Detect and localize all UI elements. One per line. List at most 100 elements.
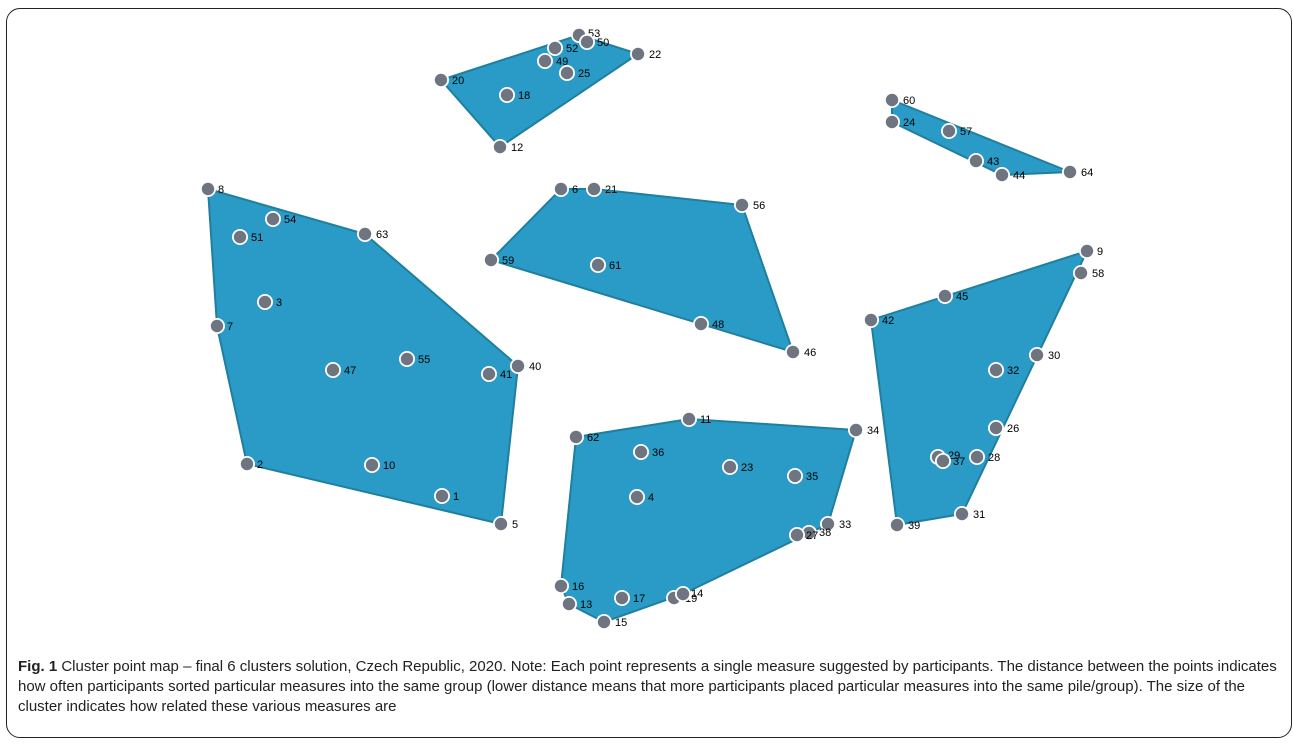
- point-23: 23: [722, 459, 753, 475]
- point-marker: [1030, 348, 1044, 362]
- point-39: 39: [889, 517, 920, 533]
- point-label: 14: [691, 588, 703, 600]
- point-52: 52: [547, 40, 578, 56]
- point-label: 60: [903, 95, 915, 107]
- point-59: 59: [483, 252, 514, 268]
- point-6: 6: [553, 181, 578, 197]
- point-label: 11: [700, 414, 711, 426]
- point-28: 28: [969, 449, 1000, 465]
- point-label: 24: [903, 117, 915, 129]
- point-40: 40: [510, 358, 541, 374]
- point-13: 13: [561, 596, 592, 612]
- point-marker: [995, 168, 1009, 182]
- point-label: 1: [453, 491, 459, 503]
- point-7: 7: [209, 318, 233, 334]
- point-48: 48: [693, 316, 724, 332]
- point-label: 25: [578, 68, 590, 80]
- point-label: 58: [1092, 268, 1104, 280]
- point-label: 2: [257, 459, 263, 471]
- point-marker: [989, 363, 1003, 377]
- point-label: 16: [572, 581, 584, 593]
- point-45: 45: [937, 288, 968, 304]
- point-4: 4: [629, 489, 654, 505]
- point-marker: [240, 457, 254, 471]
- point-label: 27: [806, 530, 818, 542]
- point-label: 4: [648, 492, 654, 504]
- point-marker: [210, 319, 224, 333]
- point-label: 41: [500, 369, 512, 381]
- point-60: 60: [884, 92, 915, 108]
- point-marker: [969, 154, 983, 168]
- point-label: 5: [512, 519, 518, 531]
- point-1: 1: [434, 488, 459, 504]
- point-label: 36: [652, 447, 664, 459]
- point-marker: [864, 313, 878, 327]
- point-8: 8: [200, 181, 224, 197]
- point-14: 14: [675, 586, 703, 602]
- point-5: 5: [493, 516, 518, 532]
- point-54: 54: [265, 211, 296, 227]
- point-marker: [955, 507, 969, 521]
- point-marker: [1080, 244, 1094, 258]
- point-marker: [786, 345, 800, 359]
- point-marker: [201, 182, 215, 196]
- point-21: 21: [586, 181, 617, 197]
- point-label: 54: [284, 214, 296, 226]
- point-12: 12: [492, 139, 523, 155]
- point-label: 12: [511, 142, 523, 154]
- point-label: 61: [609, 260, 621, 272]
- point-label: 26: [1007, 423, 1019, 435]
- point-42: 42: [863, 312, 894, 328]
- point-marker: [434, 73, 448, 87]
- point-label: 31: [973, 509, 985, 521]
- point-47: 47: [325, 362, 356, 378]
- point-marker: [484, 253, 498, 267]
- point-label: 22: [649, 49, 661, 61]
- point-marker: [970, 450, 984, 464]
- point-marker: [942, 124, 956, 138]
- point-label: 18: [518, 90, 530, 102]
- point-label: 64: [1081, 167, 1093, 179]
- point-marker: [266, 212, 280, 226]
- point-63: 63: [357, 226, 388, 242]
- point-label: 46: [804, 347, 816, 359]
- point-16: 16: [553, 578, 584, 594]
- point-label: 33: [839, 519, 851, 531]
- point-marker: [890, 518, 904, 532]
- point-24: 24: [884, 114, 915, 130]
- point-marker: [233, 230, 247, 244]
- cluster-6-area: [869, 249, 1089, 527]
- cluster-1-area: [439, 33, 641, 149]
- point-37: 37: [935, 453, 965, 469]
- point-56: 56: [734, 197, 765, 213]
- point-marker: [938, 289, 952, 303]
- point-marker: [554, 182, 568, 196]
- point-26: 26: [988, 420, 1019, 436]
- point-label: 23: [741, 462, 753, 474]
- point-label: 17: [633, 593, 645, 605]
- point-label: 21: [605, 184, 617, 196]
- point-marker: [676, 587, 690, 601]
- point-label: 9: [1097, 246, 1103, 258]
- point-marker: [580, 35, 594, 49]
- point-marker: [538, 54, 552, 68]
- cluster-3-area: [489, 188, 795, 354]
- point-label: 15: [615, 617, 627, 629]
- point-label: 30: [1048, 350, 1060, 362]
- point-marker: [788, 469, 802, 483]
- point-label: 62: [587, 432, 599, 444]
- point-marker: [989, 421, 1003, 435]
- point-label: 38: [819, 527, 831, 539]
- point-34: 34: [848, 422, 879, 438]
- point-marker: [634, 445, 648, 459]
- point-label: 45: [956, 291, 968, 303]
- point-marker: [569, 430, 583, 444]
- point-label: 32: [1007, 365, 1019, 377]
- point-10: 10: [364, 457, 395, 473]
- point-marker: [511, 359, 525, 373]
- point-label: 37: [953, 456, 965, 468]
- point-46: 46: [785, 344, 816, 360]
- point-43: 43: [968, 153, 999, 169]
- point-44: 44: [994, 167, 1025, 183]
- figure-frame: [6, 8, 1292, 738]
